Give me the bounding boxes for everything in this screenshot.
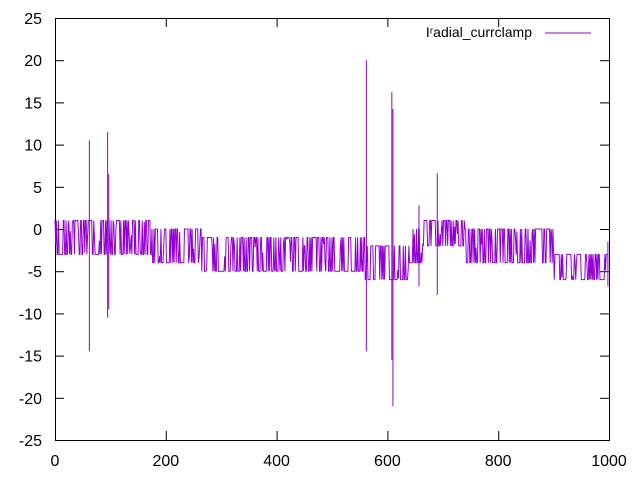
x-tick-label: 200 [152,453,179,470]
y-tick-label: 25 [24,11,42,28]
y-tick-label: -15 [19,349,42,366]
y-tick-label: 10 [24,138,42,155]
y-tick-label: 20 [24,53,42,70]
y-tick-label: 0 [33,222,42,239]
x-tick-label: 800 [485,453,512,470]
series-group [54,60,609,407]
x-tick-label: 1000 [591,453,627,470]
y-tick-label: -10 [19,306,42,323]
legend: Iʳadial_currclamp [426,24,591,40]
y-tick-label: -25 [19,433,42,450]
y-tick-label: 15 [24,95,42,112]
x-tick-label: 400 [263,453,290,470]
legend-label: Iʳadial_currclamp [426,24,532,40]
y-tick-label: -20 [19,391,42,408]
axis-tick-labels: 0 200 400 600 800 1000 -25 -20 -15 -10 -5 0 5 10 15 20 2… [19,11,627,470]
series-line [54,220,609,281]
x-tick-label: 600 [374,453,401,470]
y-tick-label: -5 [28,264,42,281]
y-tick-label: 5 [33,180,42,197]
x-tick-label: 0 [51,453,60,470]
